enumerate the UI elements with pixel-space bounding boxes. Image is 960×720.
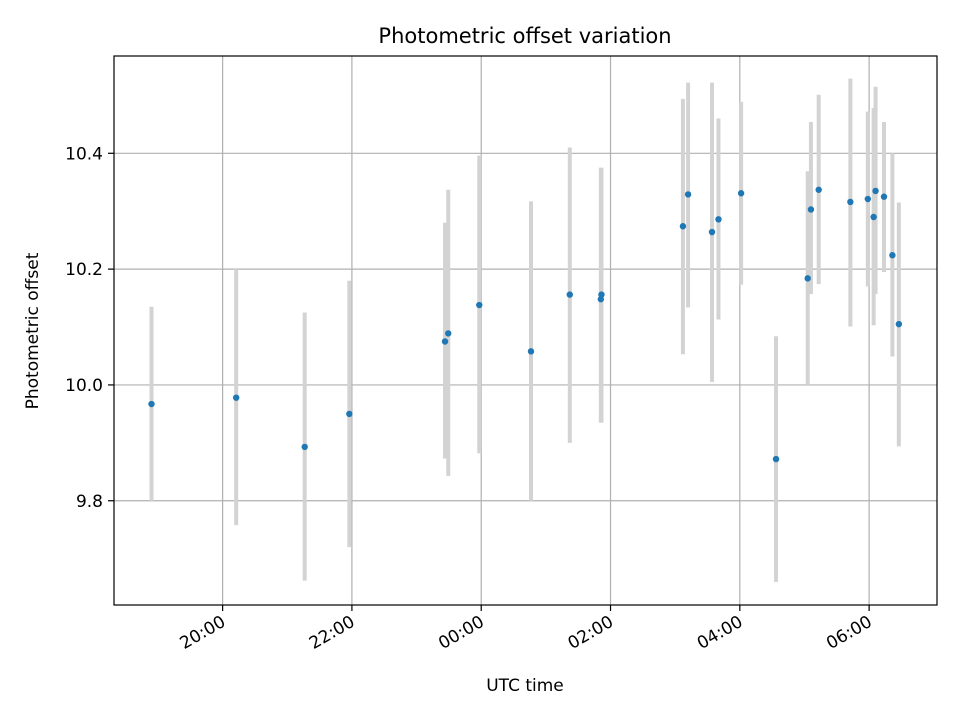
data-point — [527, 348, 535, 355]
y-tick-label: 10.2 — [65, 260, 103, 280]
data-point — [864, 195, 872, 203]
data-point — [679, 223, 687, 230]
x-axis-ticks: 20:00 22:00 00:00 02:00 04:00 06:00 — [177, 605, 876, 654]
data-point — [715, 216, 722, 223]
data-point — [684, 191, 692, 198]
data-point — [598, 291, 605, 298]
x-axis-title: UTC time — [486, 676, 564, 696]
data-point — [807, 206, 815, 213]
data-point — [772, 455, 780, 463]
data-point — [301, 443, 308, 451]
data-point — [476, 301, 483, 309]
data-point — [889, 252, 896, 259]
data-point — [872, 187, 879, 195]
y-axis-title: Photometric offset — [23, 252, 43, 409]
data-point — [895, 320, 903, 328]
data-point — [847, 198, 854, 206]
data-point — [148, 400, 155, 408]
y-tick-label: 9.8 — [76, 492, 103, 512]
data-point — [708, 228, 716, 236]
data-point — [880, 193, 888, 200]
data-point — [566, 291, 573, 298]
data-point — [870, 213, 877, 221]
data-point — [804, 275, 811, 282]
plot-frame — [113, 55, 938, 606]
data-points — [148, 186, 903, 463]
data-point — [445, 330, 452, 337]
data-point — [232, 394, 240, 401]
data-point — [737, 190, 745, 197]
plot-area — [113, 55, 938, 606]
y-tick-label: 10.4 — [65, 144, 103, 164]
data-point — [441, 338, 449, 345]
plot-background — [114, 56, 937, 605]
y-tick-label: 10.0 — [65, 376, 103, 396]
data-point — [815, 186, 822, 193]
chart-title: Photometric offset variation — [378, 24, 671, 48]
y-axis-ticks: 9.8 10.0 10.2 10.4 — [65, 144, 114, 512]
data-point — [346, 410, 353, 418]
